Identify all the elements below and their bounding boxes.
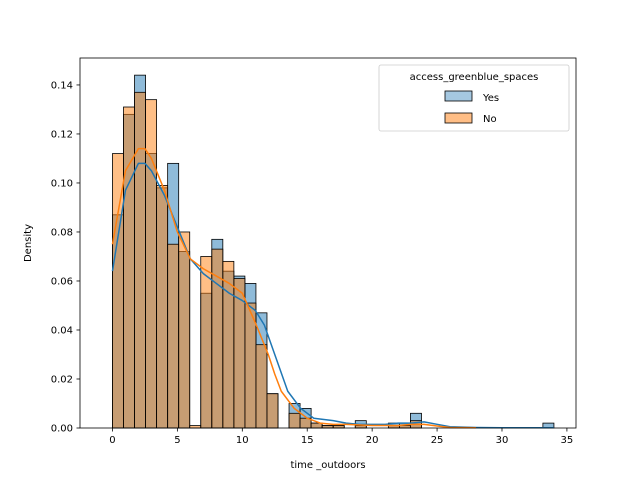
y-tick-label: 0.00 xyxy=(51,424,73,435)
y-tick-label: 0.14 xyxy=(51,80,73,91)
y-tick-label: 0.04 xyxy=(51,325,73,336)
legend: access_greenblue_spaces Yes No xyxy=(378,64,570,132)
x-tick-label: 30 xyxy=(496,435,509,446)
legend-swatch-no xyxy=(444,112,473,124)
x-tick-label: 0 xyxy=(109,435,115,446)
bar-no-5 xyxy=(167,243,180,429)
y-axis-label: Density xyxy=(23,224,34,262)
x-tick-label: 15 xyxy=(301,435,314,446)
y-tick-label: 0.06 xyxy=(51,276,73,287)
bar-no-4 xyxy=(156,185,169,429)
bar-no-8 xyxy=(200,256,213,429)
kde-line-no xyxy=(111,147,477,429)
x-tick-label: 25 xyxy=(431,435,444,446)
y-tick-label: 0.02 xyxy=(51,374,73,385)
y-tick-label: 0.12 xyxy=(51,129,73,140)
y-tick-label: 0.10 xyxy=(51,178,73,189)
bar-no-6 xyxy=(178,231,191,429)
bar-no-16 xyxy=(288,412,301,429)
legend-label-yes: Yes xyxy=(482,93,499,104)
kde-line-yes xyxy=(111,162,554,429)
x-tick-label: 35 xyxy=(561,435,574,446)
x-axis: 0 5 10 15 20 25 30 35 xyxy=(109,428,573,446)
bar-no-14 xyxy=(266,393,279,429)
x-tick-label: 20 xyxy=(366,435,379,446)
legend-box xyxy=(378,64,570,132)
y-axis: 0.00 0.02 0.04 0.06 0.08 0.10 0.12 0.14 xyxy=(51,80,80,435)
bar-no-2 xyxy=(134,91,146,429)
legend-label-no: No xyxy=(483,114,497,125)
legend-title: access_greenblue_spaces xyxy=(410,72,539,83)
x-axis-label: time _outdoors xyxy=(290,460,365,471)
series-no-bars xyxy=(112,91,422,429)
bar-no-3 xyxy=(145,99,158,429)
x-tick-label: 5 xyxy=(174,435,180,446)
bar-no-1 xyxy=(123,106,135,429)
axes-frame xyxy=(79,57,577,429)
y-tick-label: 0.08 xyxy=(51,227,73,238)
x-tick-label: 10 xyxy=(236,435,249,446)
kde-layer xyxy=(111,147,554,429)
bar-no-13 xyxy=(255,344,268,429)
legend-swatch-yes xyxy=(444,90,473,102)
bars-layer xyxy=(112,74,555,429)
